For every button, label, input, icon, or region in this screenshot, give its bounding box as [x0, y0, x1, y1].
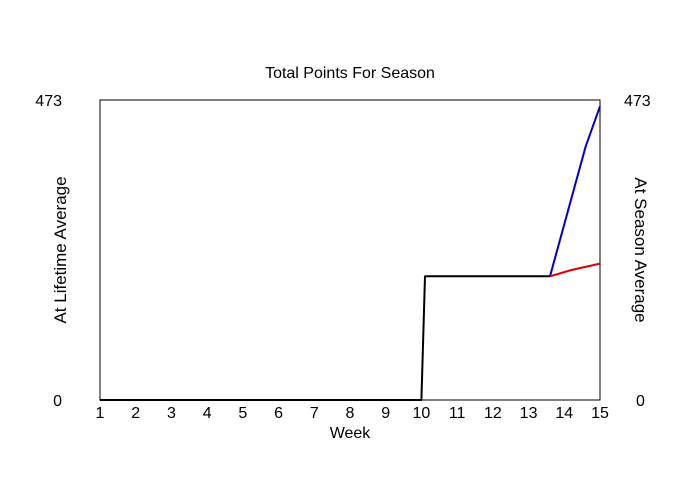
series-line-1	[100, 275, 550, 401]
left-y-tick-min: 0	[53, 393, 62, 410]
x-tick-label: 15	[591, 405, 609, 422]
x-tick-label: 5	[238, 405, 247, 422]
x-tick-label: 1	[96, 405, 105, 422]
chart-title: Total Points For Season	[265, 65, 435, 82]
left-y-axis-label: At Lifetime Average	[51, 176, 70, 323]
right-y-axis-label: At Season Average	[631, 177, 650, 322]
x-tick-label: 12	[484, 405, 502, 422]
x-tick-label: 11	[449, 405, 466, 422]
left-y-tick-max: 473	[35, 93, 62, 110]
series-layer	[100, 105, 601, 401]
right-y-tick-max: 473	[624, 93, 651, 110]
x-tick-label: 13	[520, 405, 538, 422]
x-tick-label: 10	[413, 405, 431, 422]
x-axis-label: Week	[330, 425, 372, 442]
x-tick-labels: 1 2 3 4 5 6 7 8 9 10 11 12 13 14 15	[96, 405, 609, 422]
x-tick-label: 4	[203, 405, 212, 422]
series-line-3	[549, 262, 601, 278]
x-tick-label: 3	[167, 405, 176, 422]
x-tick-label: 7	[310, 405, 319, 422]
x-tick-label: 2	[131, 405, 140, 422]
x-tick-label: 8	[346, 405, 355, 422]
x-tick-label: 9	[381, 405, 390, 422]
series-line-2	[549, 105, 601, 277]
x-tick-label: 6	[274, 405, 283, 422]
x-tick-label: 14	[555, 405, 573, 422]
right-y-tick-min: 0	[636, 393, 645, 410]
plot-area-frame	[99, 99, 601, 401]
